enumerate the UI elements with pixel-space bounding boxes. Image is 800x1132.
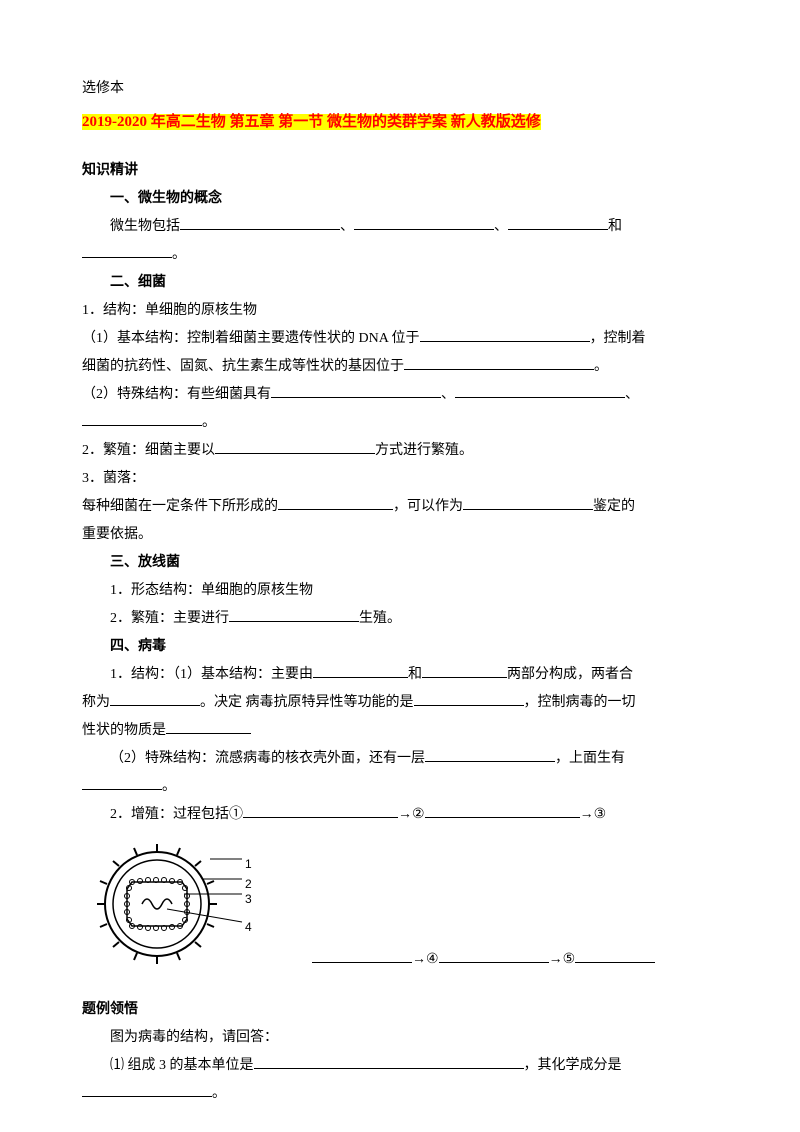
subtitle-4: 四、病毒: [82, 633, 718, 661]
line-2-5: 2．繁殖：细菌主要以方式进行繁殖。: [82, 437, 718, 465]
line-4-4: （2）特殊结构：流感病毒的核衣壳外面，还有一层，上面生有: [82, 745, 718, 773]
line-s2-3: 。: [82, 1080, 718, 1108]
line-4-1: 1．结构：（1）基本结构：主要由和两部分构成，两者合: [82, 661, 718, 689]
section-heading-1: 知识精讲: [82, 157, 718, 185]
header-text: 选修本: [82, 75, 718, 103]
line-2-6: 3．菌落：: [82, 465, 718, 493]
line-blank-1: 。: [82, 241, 718, 269]
line-4-2: 称为。决定 病毒抗原特异性等功能的是，控制病毒的一切: [82, 689, 718, 717]
section-heading-2: 题例领悟: [82, 996, 718, 1024]
subtitle-1: 一、微生物的概念: [82, 185, 718, 213]
subtitle-2: 二、细菌: [82, 269, 718, 297]
line-4-4b: 。: [82, 773, 718, 801]
virus-diagram: 1 2 3 4: [92, 834, 262, 974]
line-2-1: 1．结构：单细胞的原核生物: [82, 297, 718, 325]
line-4-3: 性状的物质是: [82, 717, 718, 745]
line-s2-1: 图为病毒的结构，请回答：: [82, 1024, 718, 1052]
line-2-7: 每种细菌在一定条件下所形成的，可以作为鉴定的: [82, 493, 718, 521]
line-2-4: （2）特殊结构：有些细菌具有、、: [82, 381, 718, 409]
line-s2-2: ⑴ 组成 3 的基本单位是，其化学成分是: [82, 1052, 718, 1080]
line-3-1: 1．形态结构：单细胞的原核生物: [82, 577, 718, 605]
line-3-2: 2．繁殖：主要进行生殖。: [82, 605, 718, 633]
line-2-2: （1）基本结构：控制着细菌主要遗传性状的 DNA 位于，控制着: [82, 325, 718, 353]
line-2-3: 细菌的抗药性、固氮、抗生素生成等性状的基因位于。: [82, 353, 718, 381]
line-2-4b: 。: [82, 409, 718, 437]
line-concept: 微生物包括、、和: [82, 213, 718, 241]
line-4-5: 2．增殖：过程包括①→②→③: [82, 801, 718, 829]
title: 2019-2020 年高二生物 第五章 第一节 微生物的类群学案 新人教版选修: [82, 107, 718, 137]
line-2-8: 重要依据。: [82, 521, 718, 549]
subtitle-3: 三、放线菌: [82, 549, 718, 577]
line-4-6: →④→⑤: [312, 946, 718, 974]
